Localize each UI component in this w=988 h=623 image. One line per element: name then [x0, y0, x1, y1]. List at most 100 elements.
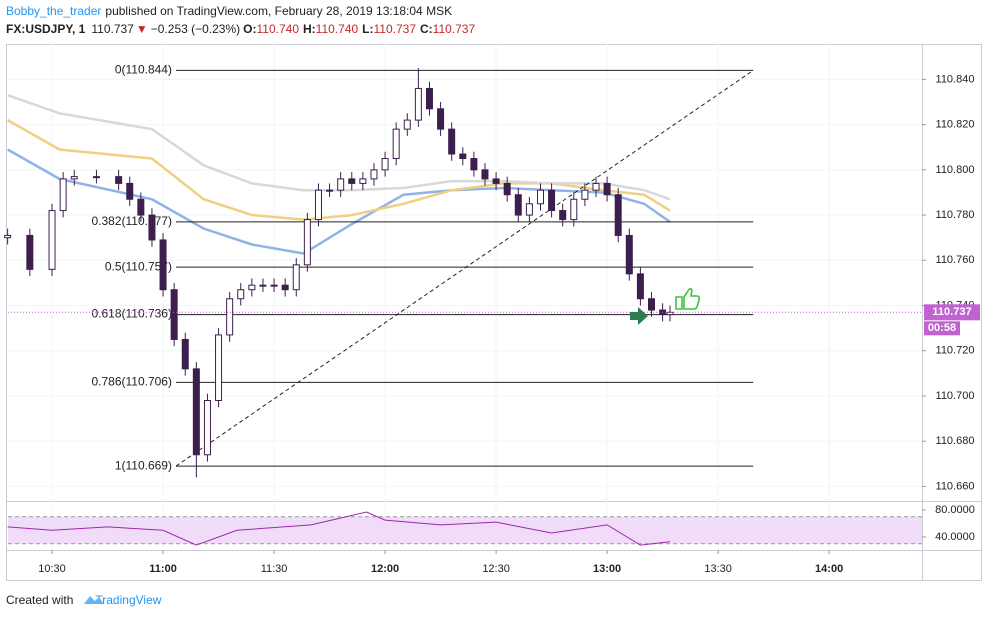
candle-body — [459, 153, 467, 160]
candle-body — [337, 178, 345, 191]
y-tick-label: 110.840 — [936, 73, 975, 85]
y-tick-label: 110.700 — [936, 390, 975, 402]
x-tick-label: 13:30 — [704, 563, 732, 575]
candle-body — [137, 198, 145, 216]
candle-body — [370, 169, 378, 180]
candle-body — [666, 311, 674, 316]
last-price-label: 110.737 — [932, 306, 971, 318]
y-tick-label: 110.760 — [936, 254, 975, 266]
x-tick-label: 14:00 — [815, 563, 843, 575]
candle-body — [559, 210, 567, 221]
candle-body — [226, 298, 234, 336]
y-tick-label: 110.720 — [936, 345, 975, 357]
candle-body — [437, 108, 445, 130]
rsi-tick-label: 80.0000 — [935, 504, 975, 516]
countdown-box — [924, 321, 960, 336]
y-tick-label: 110.660 — [936, 480, 975, 492]
fib-label: 0.382(110.777) — [91, 214, 172, 228]
candle-body — [259, 284, 267, 287]
y-tick-label: 110.800 — [936, 164, 975, 176]
candle-body — [648, 298, 656, 311]
candle-body — [237, 289, 245, 300]
candle-body — [270, 284, 278, 287]
fib-label: 0.786(110.706) — [91, 375, 172, 389]
field-label: C: — [420, 22, 433, 36]
quote: FX:USDJPY, 1 110.737 ▼ −0.253 (−0.23%) O:110… — [6, 22, 475, 36]
candle-body — [281, 284, 289, 291]
footer-brand[interactable]: TradingView — [95, 593, 161, 607]
field-value: 110.737 — [433, 22, 476, 36]
candle-body — [481, 169, 489, 180]
candle-body — [536, 189, 544, 205]
candle-body — [70, 176, 78, 180]
x-tick-label: 12:30 — [482, 563, 510, 575]
candle-body — [159, 239, 167, 291]
candle-body — [170, 289, 178, 340]
candle-body — [592, 182, 600, 191]
candle-body — [4, 234, 12, 239]
footer-text: Created with TradingView — [6, 593, 162, 607]
candle-body — [115, 176, 123, 184]
candle-body — [414, 87, 422, 121]
candle-body — [392, 128, 400, 160]
field-label: O: — [243, 22, 256, 36]
candle-body — [514, 194, 522, 216]
candle-body — [192, 368, 200, 456]
candle-body — [525, 203, 533, 216]
x-tick-label: 12:00 — [371, 563, 399, 575]
y-tick-label: 110.820 — [936, 119, 975, 131]
rsi-line — [7, 511, 671, 546]
field-value: 110.740 — [316, 22, 359, 36]
candle-body — [359, 178, 367, 184]
candle-body — [148, 214, 156, 241]
candle-body — [48, 210, 56, 270]
y-tick-label: 110.780 — [936, 209, 975, 221]
x-tick-label: 13:00 — [593, 563, 621, 575]
y-tick-label: 110.680 — [936, 435, 975, 447]
field-label: H: — [303, 22, 316, 36]
published: published on TradingView.com, February 2… — [105, 4, 452, 18]
x-tick-label: 10:30 — [38, 563, 66, 575]
logo — [84, 596, 104, 604]
candle-body — [470, 158, 478, 171]
field-value: 110.737 — [374, 22, 417, 36]
candle-body — [603, 182, 611, 196]
rsi-band — [8, 516, 922, 544]
candle-body — [59, 178, 67, 212]
candle-body — [314, 189, 322, 221]
thumbs-up-icon — [675, 287, 701, 310]
countdown-label: 00:58 — [928, 322, 956, 334]
frame — [6, 44, 982, 581]
candle-body — [581, 189, 589, 200]
rsi-tick-label: 40.0000 — [935, 531, 975, 543]
trend-line — [175, 69, 754, 467]
last-price-box — [924, 304, 980, 321]
candle-body — [625, 234, 633, 275]
field-value: 110.740 — [257, 22, 300, 36]
arrow: ▼ — [136, 22, 148, 36]
candle-body — [548, 189, 556, 212]
x-tick-label: 11:30 — [261, 563, 288, 575]
candle-body — [492, 178, 500, 184]
author[interactable]: Bobby_the_trader — [6, 4, 101, 18]
plot: 110.660110.680110.700110.720110.740110.7… — [4, 44, 980, 575]
candle-body — [636, 273, 644, 300]
candle-body — [292, 264, 300, 291]
symbol: FX:USDJPY, 1 — [6, 22, 86, 36]
fib-label: 0(110.844) — [115, 63, 172, 77]
candle-body — [570, 198, 578, 221]
fib-label: 1(110.669) — [115, 458, 172, 472]
footer-label: Created with — [6, 593, 73, 607]
fib-label: 0.5(110.757) — [105, 259, 172, 273]
candle-body — [126, 182, 134, 200]
candle-body — [348, 178, 356, 184]
candle-body — [425, 87, 433, 110]
field-label: L: — [362, 22, 373, 36]
arrow-icon — [630, 307, 648, 325]
price: 110.737 — [91, 22, 134, 36]
header: Bobby_the_trader published on TradingView… — [6, 4, 452, 18]
fib-label: 0.618(110.736) — [91, 307, 172, 321]
candle-body — [26, 234, 34, 270]
x-tick-label: 11:00 — [149, 563, 177, 575]
